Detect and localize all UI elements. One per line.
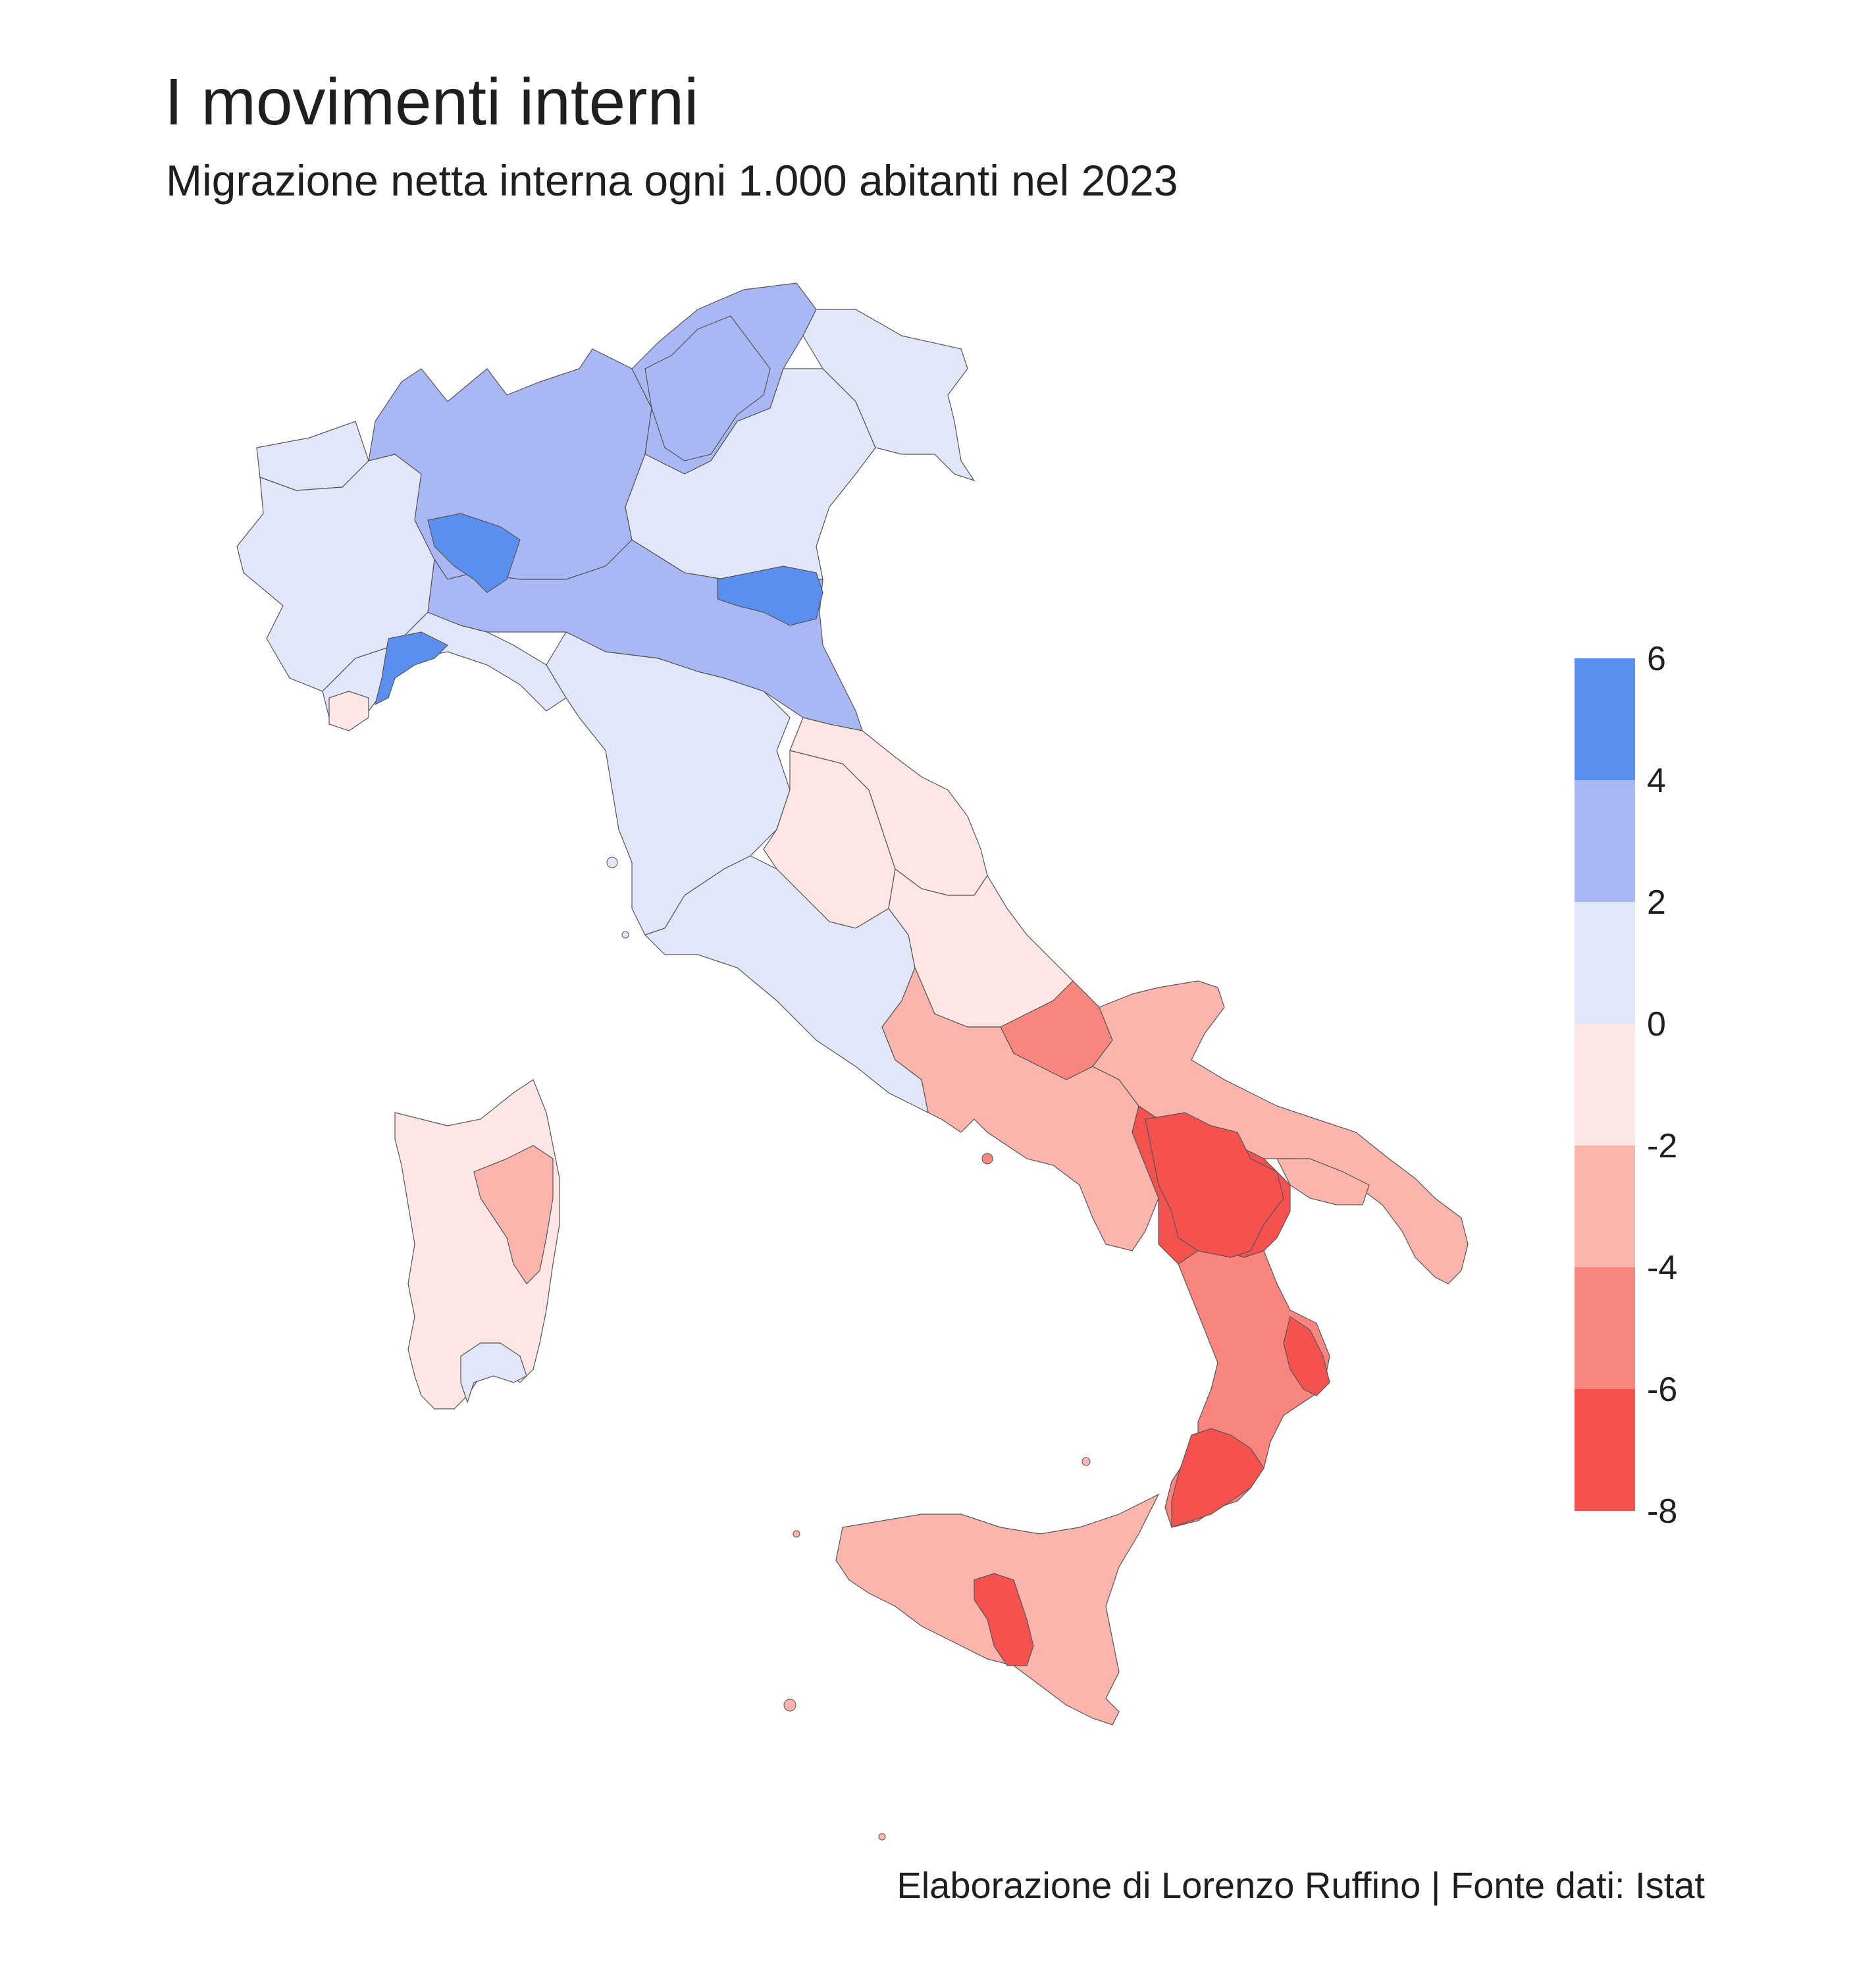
legend-tick-label: 6 [1647, 640, 1666, 678]
province-ferrara[interactable] [717, 566, 823, 626]
province-potenza[interactable] [1145, 1112, 1284, 1258]
legend-tick-label: -6 [1647, 1371, 1677, 1409]
legend-tick-label: 2 [1647, 883, 1666, 922]
province-nuoro[interactable] [473, 1145, 554, 1284]
island-pantelleria [783, 1698, 796, 1712]
island-lampedusa [878, 1833, 886, 1841]
legend-tick-label: 4 [1647, 762, 1666, 800]
source-caption: Elaborazione di Lorenzo Ruffino | Fonte … [897, 1864, 1705, 1906]
legend-tick-label: 0 [1647, 1005, 1666, 1043]
legend-swatch [1575, 1389, 1635, 1511]
legend-swatch [1575, 1267, 1635, 1389]
province-pavia[interactable] [427, 513, 521, 593]
map-subtitle: Migrazione netta interna ogni 1.000 abit… [166, 156, 1178, 205]
legend-swatch [1575, 1146, 1635, 1267]
province-imperia[interactable] [328, 691, 369, 731]
province-bolzano[interactable] [644, 315, 771, 461]
island-egadi [793, 1530, 800, 1538]
province-reggio-calabria[interactable] [1171, 1428, 1264, 1528]
island-elba [606, 856, 618, 868]
legend-tick-label: -2 [1647, 1127, 1677, 1165]
island-ischia [981, 1153, 993, 1165]
color-legend: 6 4 2 0 -2 -4 -6 -8 [1575, 640, 1677, 1531]
province-taranto[interactable] [1276, 1158, 1370, 1205]
province-crotone[interactable] [1283, 1316, 1330, 1396]
legend-swatch [1575, 658, 1635, 780]
legend-tick-label: -8 [1647, 1492, 1677, 1531]
legend-swatch [1575, 1024, 1635, 1146]
map-title: I movimenti interni [165, 65, 699, 139]
province-caltanissetta[interactable] [974, 1573, 1034, 1666]
island-giglio [621, 931, 629, 939]
province-cagliari[interactable] [460, 1342, 527, 1404]
legend-swatch [1575, 902, 1635, 1024]
legend-tick-label: -4 [1647, 1249, 1677, 1287]
region-friuli-venezia-giulia[interactable] [802, 309, 976, 482]
legend-swatch [1575, 780, 1635, 902]
island-lipari [1081, 1457, 1091, 1466]
province-genova[interactable] [375, 631, 449, 706]
